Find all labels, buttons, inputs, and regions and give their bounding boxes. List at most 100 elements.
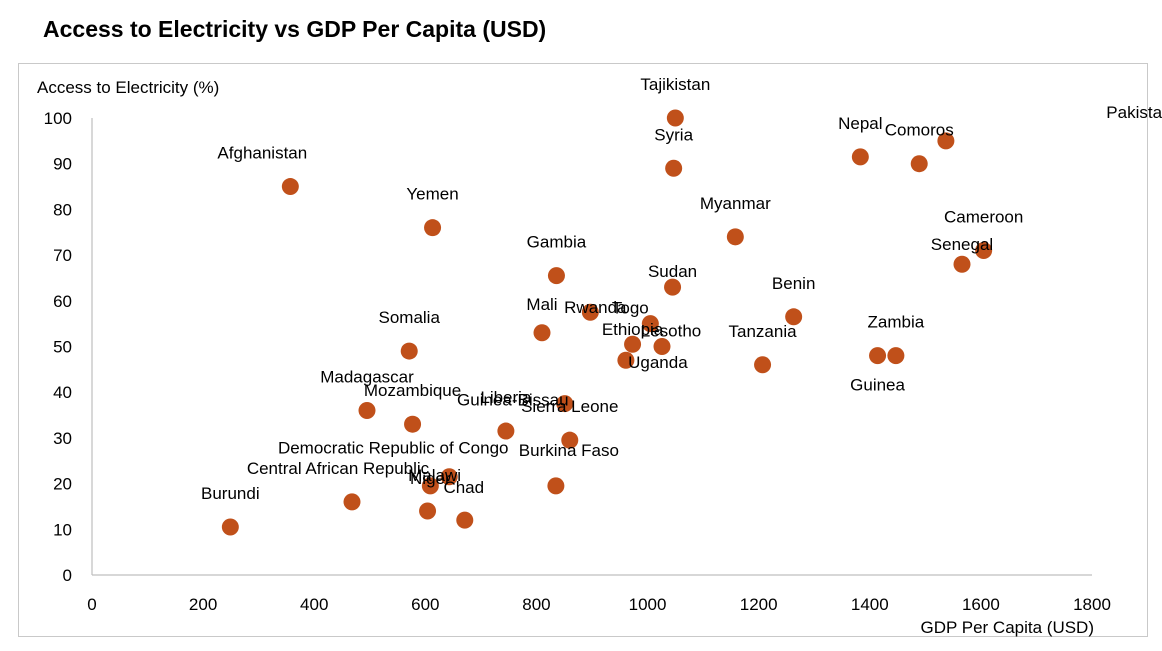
y-tick-label: 60	[53, 292, 72, 311]
data-point	[869, 347, 887, 365]
data-point	[785, 308, 803, 326]
data-point	[666, 109, 684, 127]
data-label: Democratic Republic of Congo	[278, 439, 509, 458]
data-label: Guinea-Bissau	[457, 391, 569, 410]
data-point	[456, 511, 474, 529]
data-label: Guinea	[850, 376, 905, 395]
x-tick-label: 800	[522, 595, 550, 614]
x-tick-label: 600	[411, 595, 439, 614]
data-label: Burundi	[201, 484, 260, 503]
data-label: Niger	[410, 469, 451, 488]
data-point	[556, 395, 574, 413]
data-label: Liberia	[480, 388, 532, 407]
y-tick-label: 10	[53, 520, 72, 539]
data-label: Tanzania	[729, 322, 798, 341]
x-tick-label: 1600	[962, 595, 1000, 614]
y-tick-label: 20	[53, 475, 72, 494]
data-point	[281, 178, 299, 196]
data-point	[664, 278, 682, 296]
data-point	[641, 315, 659, 333]
data-label: Sudan	[648, 262, 697, 281]
x-tick-label: 200	[189, 595, 217, 614]
data-point	[419, 502, 437, 520]
data-point	[953, 255, 971, 273]
data-point	[910, 155, 928, 173]
y-tick-label: 30	[53, 429, 72, 448]
data-label: Tajikistan	[640, 75, 710, 94]
data-label: Syria	[654, 125, 693, 144]
data-point	[404, 415, 422, 433]
data-label: Yemen	[406, 185, 458, 204]
y-tick-label: 80	[53, 200, 72, 219]
y-tick-label: 40	[53, 383, 72, 402]
data-point	[358, 401, 376, 419]
data-label: Chad	[443, 478, 484, 497]
data-label: Sierra Leone	[521, 397, 618, 416]
data-label: Ethiopia	[602, 320, 664, 339]
data-point	[617, 351, 635, 369]
data-label: Mali	[526, 295, 557, 314]
data-label: Senegal	[931, 235, 993, 254]
data-label: Afghanistan	[217, 144, 307, 163]
y-tick-label: 70	[53, 246, 72, 265]
data-point	[665, 159, 683, 177]
data-label: Malawi	[408, 466, 461, 485]
data-label: Cameroon	[944, 208, 1023, 227]
axes	[91, 118, 1092, 576]
data-label: Benin	[772, 274, 815, 293]
data-label: Uganda	[628, 353, 688, 372]
data-point	[653, 338, 671, 355]
x-tick-label: 0	[87, 595, 96, 614]
data-label: Pakistan	[1106, 103, 1162, 122]
data-label: Somalia	[379, 308, 441, 327]
x-tick-label: 1200	[740, 595, 778, 614]
data-point	[497, 422, 515, 440]
data-label: Lesotho	[641, 322, 702, 341]
data-point	[400, 342, 418, 360]
y-axis-title: Access to Electricity (%)	[37, 78, 219, 97]
data-labels: Tajikistan Syria Afghanistan Yemen Gambia Mya…	[201, 75, 1162, 503]
data-label: Burkina Faso	[519, 441, 619, 460]
data-point	[533, 324, 551, 342]
data-label: Rwanda	[564, 298, 627, 317]
x-axis-title: GDP Per Capita (USD)	[920, 618, 1094, 637]
data-point	[221, 518, 239, 536]
y-tick-label: 50	[53, 338, 72, 357]
data-label: Togo	[612, 299, 649, 318]
data-points	[221, 109, 993, 536]
chart-title: Access to Electricity vs GDP Per Capita …	[43, 16, 547, 42]
data-point	[726, 228, 744, 246]
data-label: Central African Republic	[247, 459, 430, 478]
data-point	[851, 148, 869, 166]
data-point	[975, 242, 993, 260]
data-point	[937, 132, 955, 150]
data-point	[754, 356, 772, 374]
data-label: Mozambique	[364, 381, 461, 400]
y-tick-label: 0	[63, 566, 72, 585]
x-tick-label: 1400	[851, 595, 889, 614]
chart-frame	[18, 63, 1148, 637]
data-point	[624, 335, 642, 353]
data-point	[887, 347, 905, 365]
data-point	[421, 477, 439, 495]
data-label: Nepal	[838, 114, 882, 133]
data-point	[561, 431, 579, 449]
x-tick-label: 1000	[629, 595, 667, 614]
data-point	[440, 468, 458, 486]
x-tick-label: 1800	[1073, 595, 1111, 614]
data-label: Myanmar	[700, 194, 771, 213]
y-tick-label: 100	[44, 109, 72, 128]
data-point	[581, 303, 599, 321]
data-point	[547, 267, 565, 285]
data-label: Comoros	[885, 121, 954, 140]
data-point	[424, 219, 442, 237]
data-label: Madagascar	[320, 367, 414, 386]
data-point	[343, 493, 361, 511]
x-tick-label: 400	[300, 595, 328, 614]
y-tick-label: 90	[53, 155, 72, 174]
data-label: Zambia	[868, 313, 925, 332]
data-point	[547, 477, 565, 495]
data-label: Gambia	[527, 233, 587, 252]
